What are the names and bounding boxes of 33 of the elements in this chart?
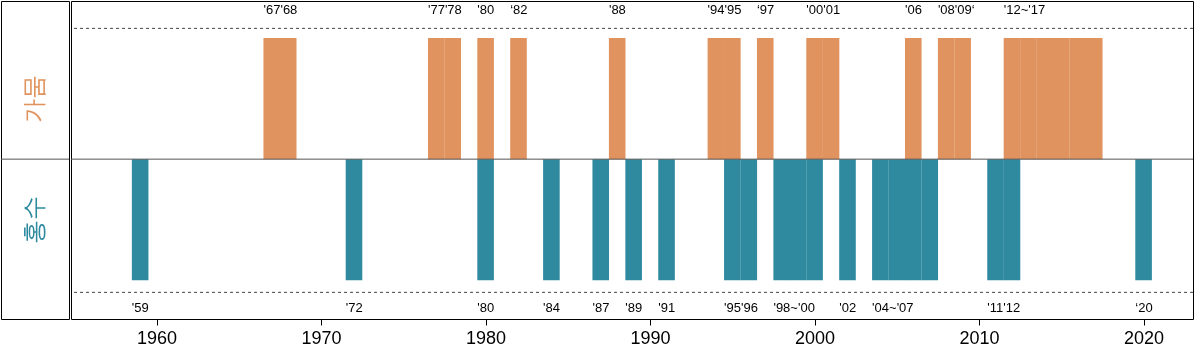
annotation: '72 bbox=[345, 300, 363, 316]
annotation: '84 bbox=[543, 300, 561, 316]
annotation: '95'96 bbox=[724, 300, 758, 316]
text: 가뭄 bbox=[20, 74, 47, 123]
x-tick-label: 1990 bbox=[630, 327, 671, 348]
annotation: '94'95 bbox=[707, 2, 742, 18]
annotation: '11'12 bbox=[987, 300, 1021, 316]
annotation: '00'01 bbox=[806, 2, 841, 18]
x-tick-label: 2000 bbox=[795, 327, 836, 348]
annotation: '12~'17 bbox=[1003, 2, 1046, 18]
annotation: '06 bbox=[904, 2, 922, 18]
annotation: '80 bbox=[477, 2, 495, 18]
annotation: ‘97 bbox=[756, 2, 775, 18]
x-tick-label: 1970 bbox=[301, 327, 342, 348]
x-tick-label: 2010 bbox=[959, 327, 1000, 348]
annotation: '59 bbox=[131, 300, 149, 316]
annotation: '91 bbox=[658, 300, 676, 316]
annotation: '02 bbox=[839, 300, 857, 316]
annotation: '98~'00 bbox=[773, 300, 815, 316]
annotation: '67'68 bbox=[263, 2, 298, 18]
annotation: '04~'07 bbox=[872, 300, 914, 316]
x-tick-label: 1980 bbox=[466, 327, 507, 348]
annotation: '88 bbox=[608, 2, 626, 18]
annotation: '77'78 bbox=[427, 2, 462, 18]
x-tick-label: 2020 bbox=[1124, 327, 1165, 348]
text: 홍수 bbox=[20, 195, 47, 244]
annotation: '80 bbox=[477, 300, 495, 316]
annotation: '87 bbox=[592, 300, 610, 316]
annotation: ‘20 bbox=[1135, 300, 1153, 316]
annotation: '89 bbox=[625, 300, 643, 316]
x-tick-label: 1960 bbox=[137, 327, 178, 348]
annotation: ‘82 bbox=[510, 2, 528, 18]
annotation: '08'09‘ bbox=[937, 2, 975, 18]
